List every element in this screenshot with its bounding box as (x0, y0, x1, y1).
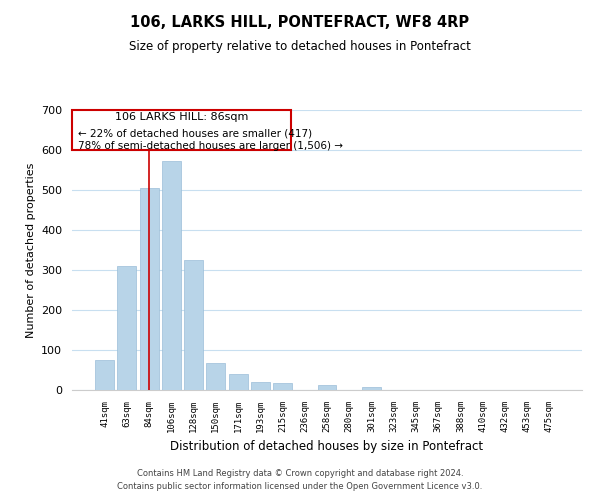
Y-axis label: Number of detached properties: Number of detached properties (26, 162, 35, 338)
Bar (317, 385, 337, 390)
Bar (140, 188, 158, 390)
Text: 106 LARKS HILL: 86sqm: 106 LARKS HILL: 86sqm (115, 112, 248, 122)
Bar (206, 363, 225, 390)
Bar (162, 161, 181, 390)
Text: 78% of semi-detached houses are larger (1,506) →: 78% of semi-detached houses are larger (… (78, 141, 343, 151)
Bar (251, 382, 270, 390)
X-axis label: Distribution of detached houses by size in Pontefract: Distribution of detached houses by size … (170, 440, 484, 454)
Text: ← 22% of detached houses are smaller (417): ← 22% of detached houses are smaller (41… (78, 129, 312, 139)
Bar (229, 374, 248, 390)
Bar (95, 360, 114, 390)
Text: Contains HM Land Registry data © Crown copyright and database right 2024.: Contains HM Land Registry data © Crown c… (137, 468, 463, 477)
Bar (118, 266, 136, 390)
Text: Contains public sector information licensed under the Open Government Licence v3: Contains public sector information licen… (118, 482, 482, 491)
Text: Size of property relative to detached houses in Pontefract: Size of property relative to detached ho… (129, 40, 471, 53)
Bar (362, 387, 381, 390)
Bar (184, 260, 203, 390)
Text: 106, LARKS HILL, PONTEFRACT, WF8 4RP: 106, LARKS HILL, PONTEFRACT, WF8 4RP (130, 15, 470, 30)
Bar (273, 383, 292, 390)
